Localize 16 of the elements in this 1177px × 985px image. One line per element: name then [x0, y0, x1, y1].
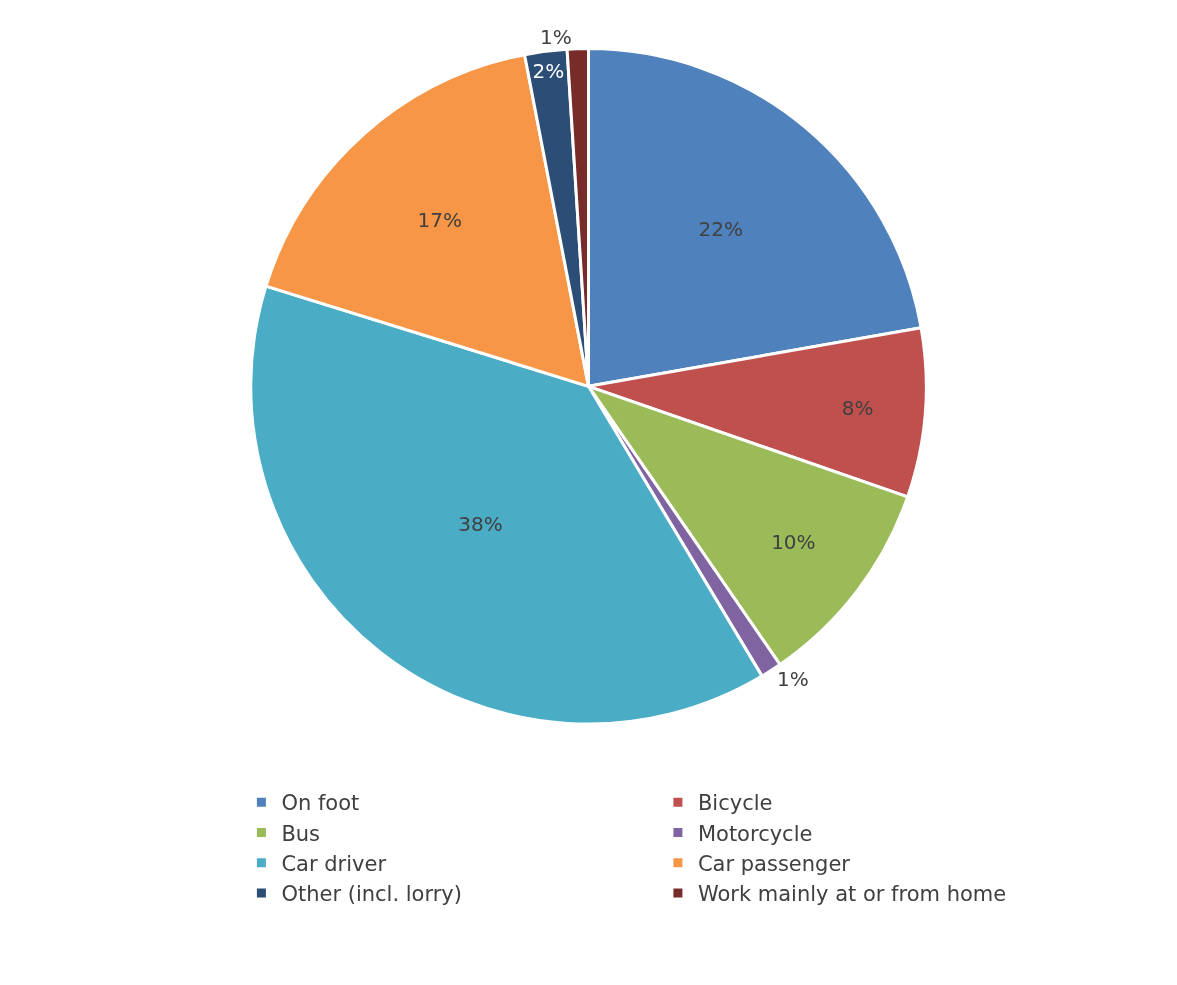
data-label: 38% [458, 511, 503, 536]
legend-label: On foot [281, 791, 360, 816]
data-label: 1% [777, 666, 809, 691]
legend-label: Car driver [281, 851, 387, 876]
legend-label: Bicycle [697, 791, 773, 816]
legend-label: Work mainly at or from home [697, 882, 1007, 907]
data-label: 17% [417, 208, 462, 233]
legend-label: Bus [281, 821, 321, 846]
data-label: 22% [698, 216, 743, 241]
data-label: 10% [771, 530, 816, 555]
legend-label: Other (incl. lorry) [281, 882, 462, 907]
data-label: 8% [841, 395, 874, 420]
legend-label: Car passenger [697, 851, 851, 876]
data-label: 1% [540, 24, 572, 49]
legend-label: Motorcycle [697, 821, 813, 846]
data-label: 2% [532, 59, 565, 84]
